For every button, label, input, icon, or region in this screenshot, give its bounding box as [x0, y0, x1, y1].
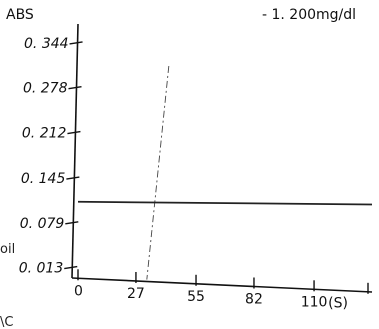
y-axis-label: ABS	[6, 7, 34, 23]
side-fragment-bottom: \C	[0, 315, 13, 329]
y-tick-label: 0. 145	[21, 171, 66, 187]
x-ticks: 0 27 55 82 110	[74, 269, 369, 310]
y-tick-label: 0. 278	[23, 81, 68, 97]
y-tick-mark	[67, 130, 81, 135]
series-line	[77, 200, 373, 206]
y-tick-mark	[64, 265, 78, 270]
x-tick-label: 55	[187, 289, 205, 305]
x-tick-label: 110	[301, 294, 328, 310]
x-axis-line	[71, 277, 373, 293]
y-tick-mark	[66, 176, 80, 180]
y-tick-mark	[69, 41, 83, 45]
x-tick-label: 82	[245, 291, 263, 307]
side-fragment-left: oil	[0, 242, 15, 257]
y-tick-mark	[65, 221, 79, 225]
y-tick-label: 0. 212	[22, 126, 67, 142]
y-ticks: 0. 344 0. 278 0. 212 0. 145 0. 079 0. 013	[19, 36, 83, 277]
y-tick-label: 0. 013	[19, 261, 64, 277]
x-tick-label: 0	[74, 283, 83, 299]
header-fragment: - 1. 200mg/dl	[262, 7, 356, 23]
y-tick-label: 0. 344	[24, 36, 69, 52]
y-tick-mark	[68, 86, 82, 90]
x-tick-label: 27	[127, 286, 145, 302]
series-group	[77, 200, 373, 206]
time-marker-line	[146, 65, 170, 280]
y-tick-label: 0. 079	[20, 216, 65, 232]
y-axis-line	[71, 23, 79, 279]
x-axis-unit-label: (S)	[328, 295, 348, 311]
